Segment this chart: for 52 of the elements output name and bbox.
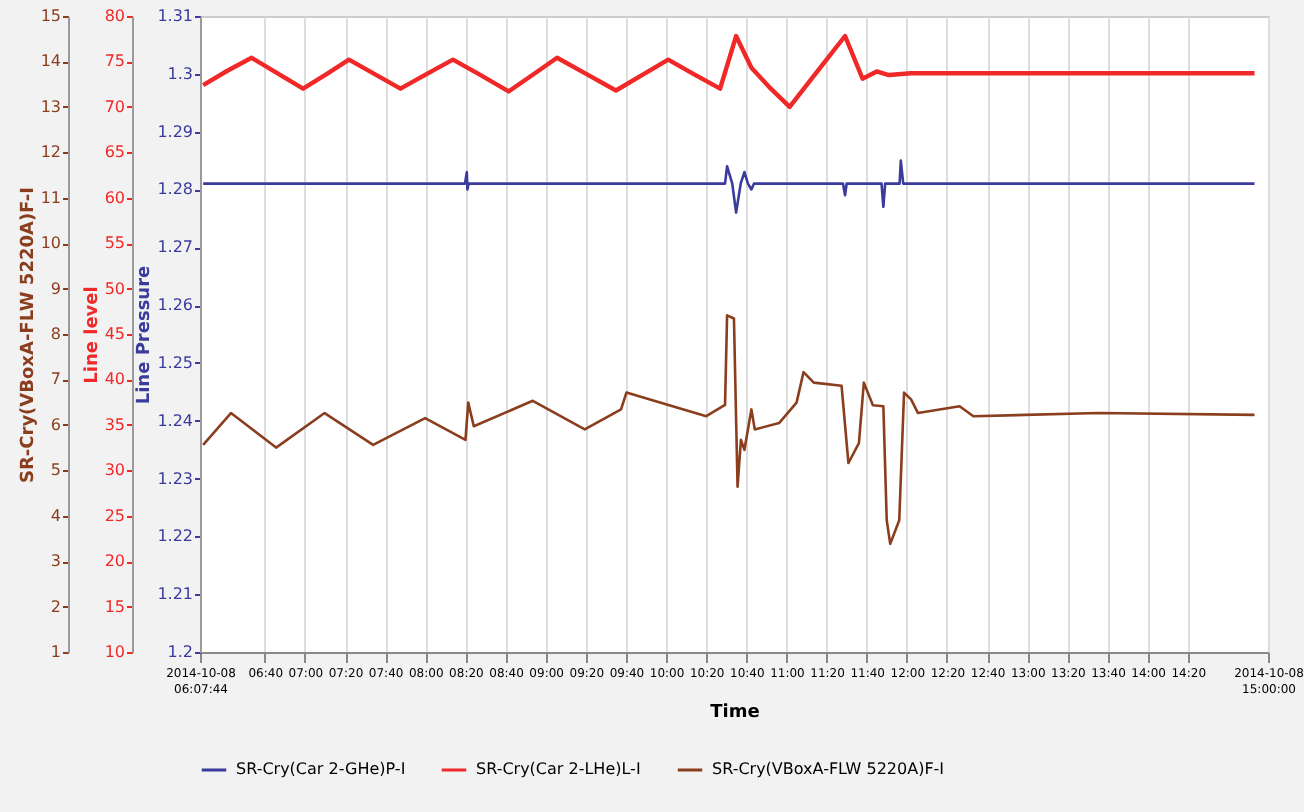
y3-tick-label: 1.27 [157, 238, 193, 257]
y2-axis-title: Line level [82, 286, 103, 384]
y2-tick-label: 45 [104, 325, 125, 343]
y-tick-label: 3 [50, 552, 61, 571]
legend-label: SR-Cry(Car 2-GHe)P-I [236, 760, 406, 778]
y2-tick-label: 60 [104, 188, 125, 207]
y3-tick-label: 1.31 [157, 7, 193, 25]
y2-tick-label: 25 [104, 506, 125, 525]
line-series [201, 159, 1256, 214]
y-tick-label: 6 [50, 415, 61, 434]
legend-label: SR-Cry(VBoxA-FLW 5220A)F-I [712, 760, 945, 778]
y2-tick-label: 50 [104, 279, 125, 298]
y-tick-label: 8 [50, 325, 61, 343]
y3-tick-label: 1.3 [167, 64, 193, 83]
y-tick-label: 7 [50, 370, 61, 389]
y3-tick-label: 1.25 [157, 353, 193, 372]
y-tick-label: 2 [50, 597, 61, 616]
y-tick-label: 9 [50, 279, 61, 298]
y-tick-label: 1 [50, 643, 61, 661]
legend-label: SR-Cry(Car 2-LHe)L-I [476, 760, 641, 778]
y2-tick-label: 20 [104, 552, 125, 571]
y2-tick-label: 70 [104, 97, 125, 116]
y2-tick-label: 15 [104, 597, 125, 616]
y3-tick-label: 1.29 [157, 122, 193, 141]
y-tick-label: 5 [50, 461, 61, 480]
line-series [201, 314, 1256, 546]
y3-tick-label: 1.22 [157, 527, 193, 546]
y2-tick-label: 40 [104, 370, 125, 389]
y-tick-label: 14 [40, 52, 61, 71]
y2-tick-label: 10 [104, 643, 125, 661]
y3-tick-label: 1.24 [157, 411, 193, 430]
y2-tick-label: 75 [104, 52, 125, 71]
y-tick-label: 15 [40, 7, 61, 25]
y-tick-label: 12 [40, 143, 61, 162]
y-tick-label: 10 [40, 234, 61, 253]
y3-axis-title: Line Pressure [135, 265, 156, 405]
y-tick-label: 13 [40, 97, 61, 116]
y2-tick-label: 30 [104, 461, 125, 480]
y-tick-label: 11 [40, 188, 61, 207]
line-series [200, 33, 1257, 110]
y3-tick-label: 1.23 [157, 469, 193, 488]
x-axis-title: Time [710, 703, 760, 723]
y2-tick-label: 80 [104, 7, 125, 25]
y-axis-title: SR-Cry(VBoxA-FLW 5220A)F-I [18, 186, 39, 484]
y2-tick-label: 65 [104, 143, 125, 162]
y2-tick-label: 55 [104, 234, 125, 253]
y3-tick-label: 1.21 [157, 585, 193, 604]
y3-tick-label: 1.26 [157, 296, 193, 315]
y-tick-label: 4 [50, 506, 61, 525]
y3-tick-label: 1.28 [157, 180, 193, 199]
y2-tick-label: 35 [104, 415, 125, 434]
y3-tick-label: 1.2 [167, 643, 193, 661]
